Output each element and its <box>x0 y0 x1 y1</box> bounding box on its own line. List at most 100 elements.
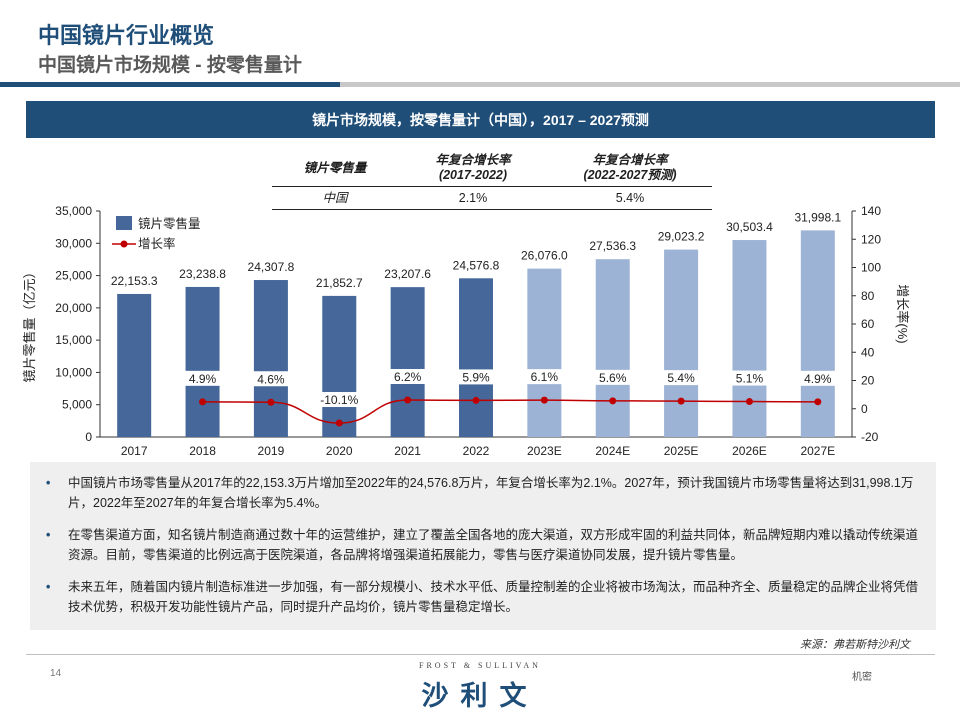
cagr-header-metric: 镜片零售量 <box>303 160 367 175</box>
note-item: • 中国镜片市场零售量从2017年的22,153.3万片增加至2022年的24,… <box>46 473 918 513</box>
y2-tick-label: 20 <box>861 374 875 388</box>
chart-axes: 0 5,000 10,000 15,000 20,000 25,000 30,000 35,0… <box>22 204 910 458</box>
growth-point <box>335 419 343 427</box>
growth-value-label: -10.1% <box>320 393 358 407</box>
bar <box>253 280 288 437</box>
growth-value-label: 5.9% <box>462 370 490 384</box>
bar <box>322 295 357 437</box>
bullet-icon: • <box>46 476 51 490</box>
cagr-table-header: 镜片零售量 年复合增长率 (2017-2022) 年复合增长率 (2022-2027… <box>272 150 712 187</box>
source-note: 来源：弗若斯特沙利文 <box>800 639 910 651</box>
y2-tick-label: 100 <box>861 261 881 275</box>
bar-series: 22,153.3 23,238.8 24,307.8 21,852.7 23,207.6… <box>111 210 841 437</box>
growth-label-bg <box>253 371 289 387</box>
bar <box>595 259 630 437</box>
y2-tick-label: -20 <box>861 430 879 444</box>
x-tick-label: 2017 <box>121 444 148 458</box>
growth-point <box>267 398 275 406</box>
bar <box>390 287 425 437</box>
bar <box>117 293 152 437</box>
y-tick-label: 0 <box>85 430 92 444</box>
legend-line-label: 增长率 <box>138 236 176 251</box>
growth-point <box>609 397 617 405</box>
growth-label-bg <box>458 369 494 385</box>
bar-value-label: 29,023.2 <box>658 230 705 244</box>
bar <box>732 240 767 437</box>
growth-point <box>199 398 207 406</box>
legend-bar-swatch <box>116 216 132 230</box>
x-tick-label: 2021 <box>394 444 421 458</box>
bar-value-label: 24,307.8 <box>248 260 295 274</box>
bar-value-label: 27,536.3 <box>589 239 636 253</box>
y2-tick-label: 0 <box>861 402 868 416</box>
growth-label-bg <box>732 370 767 386</box>
growth-value-label: 4.9% <box>804 372 832 386</box>
growth-value-label: 5.4% <box>667 371 695 385</box>
growth-value-label: 4.9% <box>189 372 217 386</box>
x-tick-label: 2027E <box>800 444 835 458</box>
y-tick-label: 35,000 <box>55 204 92 218</box>
bullet-icon: • <box>46 528 51 542</box>
bar-value-label: 22,153.3 <box>111 274 158 288</box>
growth-point <box>472 396 480 404</box>
growth-line-series: 4.9% 4.6% -10.1% 6.2% 5.9% 6.1% 5.6% 5.4% 5.1% 4.… <box>185 368 836 427</box>
growth-label-bg <box>390 368 426 384</box>
growth-point <box>677 397 685 405</box>
bullet-icon: • <box>46 580 51 594</box>
note-item: • 在零售渠道方面，知名镜片制造商通过数十年的运营维护，建立了覆盖全国各地的庞大… <box>46 525 918 565</box>
cagr-header-hist: 年复合增长率 (2017-2022) <box>435 153 511 182</box>
growth-line <box>202 399 818 424</box>
x-tick-label: 2019 <box>258 444 285 458</box>
growth-value-label: 6.2% <box>394 370 422 384</box>
growth-label-bg <box>314 392 364 408</box>
cagr-row-region: 中国 <box>322 191 348 205</box>
growth-value-label: 5.1% <box>736 372 764 386</box>
page-number: 14 <box>50 668 62 679</box>
y-tick-label: 10,000 <box>55 365 92 379</box>
growth-point <box>745 398 753 406</box>
y-tick-label: 20,000 <box>55 301 92 315</box>
x-tick-label: 2026E <box>732 444 767 458</box>
cagr-header-forecast: 年复合增长率 (2022-2027预测) <box>583 153 677 182</box>
x-tick-label: 2023E <box>527 444 562 458</box>
chart-banner-title: 镜片市场规模，按零售量计（中国），2017 – 2027预测 <box>312 111 649 128</box>
cagr-table-row: 中国 2.1% 5.4% <box>272 187 712 210</box>
y-tick-label: 30,000 <box>55 236 92 250</box>
legend-bar-label: 镜片零售量 <box>138 216 201 231</box>
y-tick-label: 15,000 <box>55 333 92 347</box>
growth-value-label: 5.6% <box>599 371 627 385</box>
bar-value-label: 23,207.6 <box>384 267 431 281</box>
header-rule <box>26 82 960 87</box>
y2-tick-label: 60 <box>861 317 875 331</box>
company-logo: 沙利文 <box>421 681 539 711</box>
y2-tick-label: 120 <box>861 232 881 246</box>
bar <box>664 249 699 437</box>
bar-value-label: 31,998.1 <box>794 210 841 224</box>
note-text: 未来五年，随着国内镜片制造标准进一步加强，有一部分规模小、技术水平低、质量控制差… <box>68 580 919 614</box>
company-logo-text: FROST & SULLIVAN <box>419 661 541 670</box>
growth-point <box>540 396 548 404</box>
bar-value-label: 30,503.4 <box>726 220 773 234</box>
x-tick-label: 2020 <box>326 444 353 458</box>
growth-label-bg <box>595 369 631 385</box>
bar <box>459 278 493 437</box>
slide-title: 中国镜片行业概览 <box>38 23 215 48</box>
y2-axis-title: 增长率(%) <box>895 284 910 343</box>
y-axis-title: 镜片零售量（亿元） <box>22 265 37 382</box>
confidential-label: 机密 <box>852 672 872 683</box>
slide-subtitle: 中国镜片市场规模 - 按零售量计 <box>38 55 302 76</box>
growth-label-bg <box>800 370 836 386</box>
footer-rule <box>26 654 935 655</box>
bar <box>800 230 835 437</box>
growth-label-bg <box>663 370 699 386</box>
growth-label-bg <box>526 369 562 385</box>
chart-banner: 镜片市场规模，按零售量计（中国），2017 – 2027预测 <box>26 101 935 138</box>
growth-value-label: 6.1% <box>531 370 559 384</box>
growth-point <box>814 398 822 406</box>
y-tick-label: 5,000 <box>62 398 92 412</box>
note-text: 中国镜片市场零售量从2017年的22,153.3万片增加至2022年的24,57… <box>68 476 914 510</box>
bar-value-label: 26,076.0 <box>521 249 568 263</box>
growth-label-bg <box>185 370 220 386</box>
bar <box>527 268 562 437</box>
